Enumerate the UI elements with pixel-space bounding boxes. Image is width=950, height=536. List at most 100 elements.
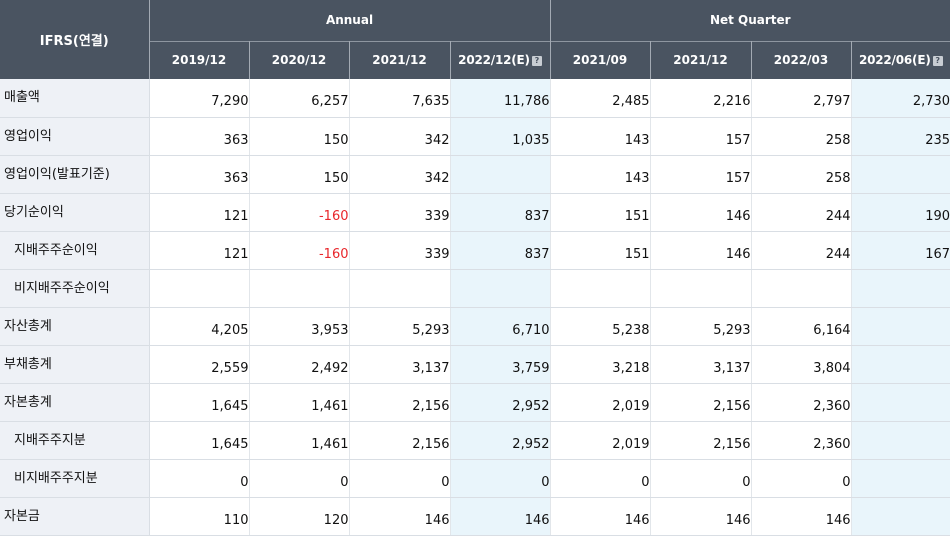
table-cell: 146 — [650, 231, 752, 270]
table-row: 매출액 7,290 6,257 7,635 11,786 2,485 2,216 2,797 2… — [0, 79, 950, 118]
info-icon[interactable]: ? — [932, 56, 943, 67]
table-cell: 5,293 — [349, 307, 451, 346]
table-cell — [450, 269, 551, 308]
table-cell: 151 — [550, 231, 651, 270]
table-cell: 157 — [650, 155, 752, 194]
table-cell: 0 — [450, 459, 551, 498]
table-cell: 146 — [550, 497, 651, 536]
table-row: 비지배주주지분 0 0 0 0 0 0 0 — [0, 459, 950, 498]
table-cell: 110 — [149, 497, 250, 536]
table-cell: 837 — [450, 193, 551, 232]
row-label: 당기순이익 — [0, 193, 150, 232]
table-cell: 0 — [751, 459, 852, 498]
table-cell: 150 — [249, 117, 350, 156]
table-cell — [650, 269, 752, 308]
table-cell: 244 — [751, 231, 852, 270]
table-cell: 5,238 — [550, 307, 651, 346]
table-header: IFRS(연결) Annual Net Quarter 2019/12 2020… — [0, 0, 950, 79]
table-row: 부채총계 2,559 2,492 3,137 3,759 3,218 3,137 3,804 — [0, 345, 950, 384]
table-cell: 7,290 — [149, 79, 250, 118]
table-cell: 2,485 — [550, 79, 651, 118]
table-cell: 0 — [249, 459, 350, 498]
table-row: 자산총계 4,205 3,953 5,293 6,710 5,238 5,293 6,164 — [0, 307, 950, 346]
period-header: 2021/12 — [349, 40, 451, 79]
table-cell: 2,360 — [751, 383, 852, 422]
table-cell: 3,759 — [450, 345, 551, 384]
row-label: 지배주주지분 — [0, 421, 150, 460]
table-cell — [851, 307, 950, 346]
table-cell — [851, 459, 950, 498]
table-cell: 339 — [349, 231, 451, 270]
table-cell: 342 — [349, 117, 451, 156]
table-cell: 342 — [349, 155, 451, 194]
row-label: 자본금 — [0, 497, 150, 536]
table-cell: 2,019 — [550, 383, 651, 422]
table-cell: 146 — [450, 497, 551, 536]
table-cell: 143 — [550, 155, 651, 194]
period-header: 2021/12 — [650, 40, 752, 79]
table-row: 지배주주순이익 121 -160 339 837 151 146 244 167 — [0, 231, 950, 270]
table-row: 영업이익(발표기준) 363 150 342 143 157 258 — [0, 155, 950, 194]
row-label: 자본총계 — [0, 383, 150, 422]
table-cell: 0 — [650, 459, 752, 498]
period-header-estimate: 2022/12(E)? — [450, 40, 551, 79]
table-cell — [249, 269, 350, 308]
table-cell: 2,952 — [450, 383, 551, 422]
table-cell: 837 — [450, 231, 551, 270]
table-cell: 2,019 — [550, 421, 651, 460]
table-cell: 157 — [650, 117, 752, 156]
table-cell: 2,559 — [149, 345, 250, 384]
period-label: 2022/12(E) — [458, 53, 530, 68]
table-cell: 6,164 — [751, 307, 852, 346]
table-cell: 6,257 — [249, 79, 350, 118]
row-label: 영업이익(발표기준) — [0, 155, 150, 194]
table-cell: 146 — [349, 497, 451, 536]
table-cell: 2,156 — [349, 383, 451, 422]
table-cell: 3,218 — [550, 345, 651, 384]
table-cell: 3,137 — [650, 345, 752, 384]
row-label: 비지배주주지분 — [0, 459, 150, 498]
row-label: 부채총계 — [0, 345, 150, 384]
table-cell: 6,710 — [450, 307, 551, 346]
table-cell — [450, 155, 551, 194]
table-cell — [149, 269, 250, 308]
table-cell: 1,461 — [249, 383, 350, 422]
table-cell: 1,645 — [149, 421, 250, 460]
row-label: 비지배주주순이익 — [0, 269, 150, 308]
table-cell: 5,293 — [650, 307, 752, 346]
table-cell: 2,156 — [650, 383, 752, 422]
table-cell: 151 — [550, 193, 651, 232]
table-cell — [851, 421, 950, 460]
table-cell: 1,645 — [149, 383, 250, 422]
row-label: 지배주주순이익 — [0, 231, 150, 270]
table-cell: 167 — [851, 231, 950, 270]
table-cell: 3,137 — [349, 345, 451, 384]
table-cell — [851, 497, 950, 536]
table-cell — [851, 345, 950, 384]
row-label: 영업이익 — [0, 117, 150, 156]
table-cell: 3,953 — [249, 307, 350, 346]
table-cell: 363 — [149, 117, 250, 156]
table-cell: 244 — [751, 193, 852, 232]
ifrs-basis-header: IFRS(연결) — [0, 0, 150, 79]
table-cell — [751, 269, 852, 308]
period-header-estimate: 2022/06(E)? — [851, 40, 950, 79]
table-row: 자본총계 1,645 1,461 2,156 2,952 2,019 2,156 2,360 — [0, 383, 950, 422]
table-cell: 363 — [149, 155, 250, 194]
period-header: 2019/12 — [149, 40, 250, 79]
table-cell: 2,216 — [650, 79, 752, 118]
table-cell: 2,156 — [349, 421, 451, 460]
table-row: 영업이익 363 150 342 1,035 143 157 258 235 — [0, 117, 950, 156]
table-cell: 11,786 — [450, 79, 551, 118]
table-cell: 3,804 — [751, 345, 852, 384]
table-cell: 2,730 — [851, 79, 950, 118]
table-cell: 0 — [550, 459, 651, 498]
table-cell: 235 — [851, 117, 950, 156]
table-cell — [851, 155, 950, 194]
table-cell: 4,205 — [149, 307, 250, 346]
table-cell: 143 — [550, 117, 651, 156]
table-cell: 258 — [751, 155, 852, 194]
table-cell: 0 — [349, 459, 451, 498]
table-row: 자본금 110 120 146 146 146 146 146 — [0, 497, 950, 536]
info-icon[interactable]: ? — [531, 56, 542, 67]
